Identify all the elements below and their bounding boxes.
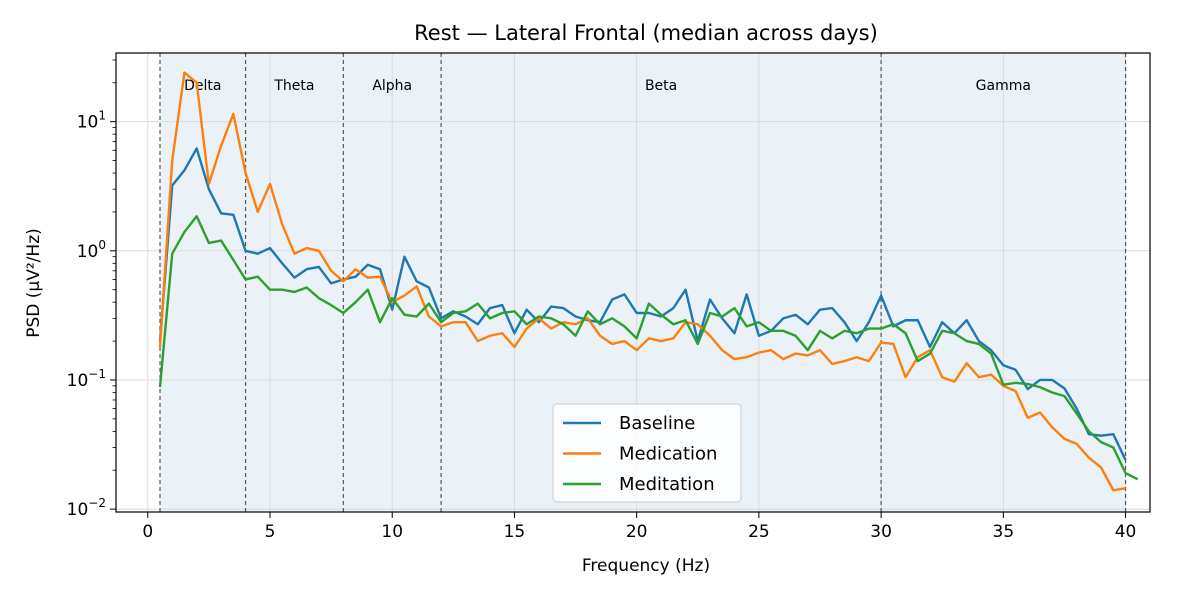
plot-frame	[115, 52, 1151, 513]
x-tick-label: 10	[381, 522, 403, 542]
y-axis: 10−2 10−1 100 101	[67, 59, 116, 520]
band-label-gamma: Gamma	[976, 78, 1031, 94]
x-tick-label: 5	[265, 522, 276, 542]
x-axis: 0 5 10 15 20 25 30 35 40	[142, 512, 1136, 542]
y-axis-label: PSD (µV²/Hz)	[24, 228, 44, 338]
x-tick-label: 35	[993, 522, 1015, 542]
legend-box	[552, 403, 742, 503]
x-tick-label: 20	[626, 522, 648, 542]
x-tick-label: 0	[142, 522, 153, 542]
legend: Baseline Medication Meditation	[552, 403, 742, 503]
series-line-medication	[158, 71, 1126, 492]
y-tick-label: 100	[77, 238, 106, 262]
chart-title: Rest — Lateral Frontal (median across da…	[414, 21, 878, 45]
x-tick-label: 30	[870, 522, 892, 542]
x-tick-label: 40	[1115, 522, 1137, 542]
y-tick-label: 10−1	[67, 367, 106, 391]
legend-label-meditation: Meditation	[619, 474, 715, 495]
band-label-delta: Delta	[184, 78, 221, 94]
x-axis-label: Frequency (Hz)	[582, 556, 710, 576]
x-tick-label: 25	[748, 522, 770, 542]
x-tick-label: 15	[504, 522, 526, 542]
legend-label-baseline: Baseline	[619, 413, 695, 434]
band-labels: Delta Theta Alpha Beta Gamma	[184, 78, 1031, 94]
y-tick-label: 10−2	[67, 496, 106, 520]
band-label-beta: Beta	[645, 78, 677, 94]
legend-label-medication: Medication	[619, 444, 717, 465]
y-tick-label: 101	[77, 109, 106, 133]
band-label-alpha: Alpha	[372, 78, 412, 94]
series-line-meditation	[158, 215, 1139, 481]
series-line-baseline	[158, 147, 1127, 461]
series-lines	[158, 71, 1139, 492]
band-label-theta: Theta	[273, 78, 314, 94]
